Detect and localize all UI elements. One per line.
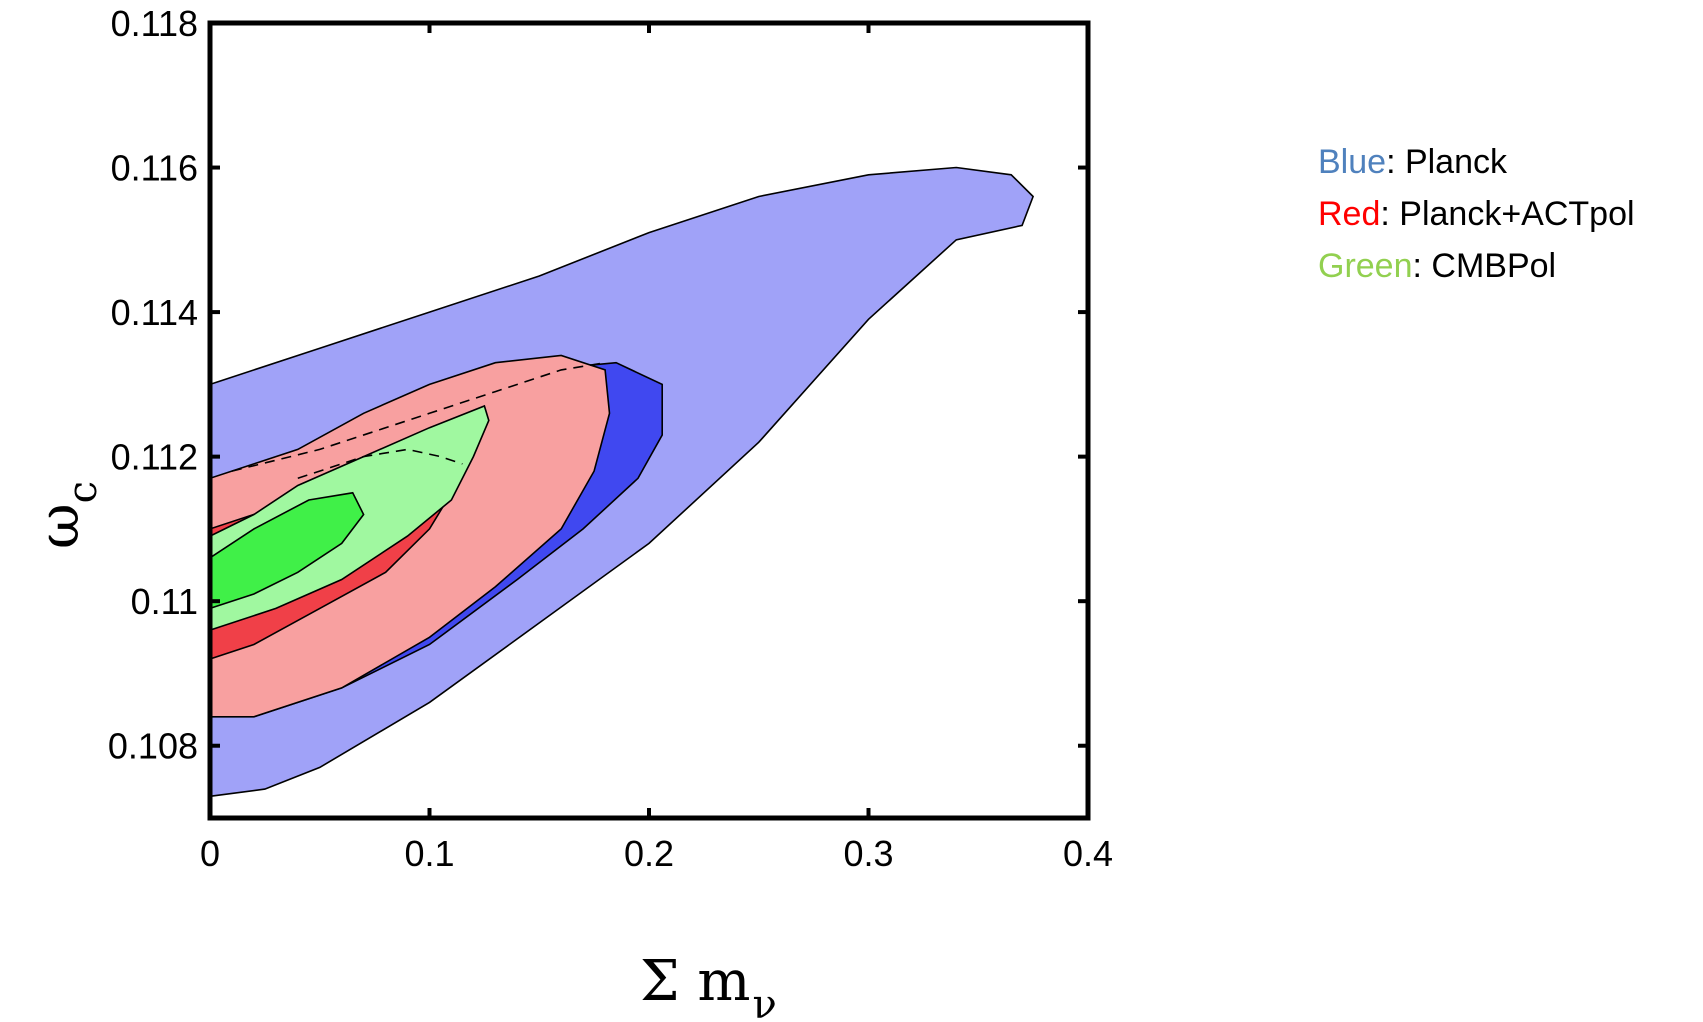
x-tick-label: 0 <box>200 833 220 874</box>
legend: Blue: Planck Red: Planck+ACTpol Green: C… <box>1318 136 1635 292</box>
dashed-contour-1 <box>231 361 606 472</box>
y-tick-label: 0.11 <box>131 581 198 622</box>
y-tick-label: 0.114 <box>111 292 198 333</box>
legend-swatch-label: Green <box>1318 247 1413 285</box>
legend-item-red: Red: Planck+ACTpol <box>1318 188 1635 240</box>
legend-dataset-label: : Planck <box>1386 143 1508 181</box>
contour-green-inner <box>209 491 365 610</box>
x-tick-label: 0.2 <box>624 833 674 874</box>
y-axis-title: ωc <box>27 481 106 549</box>
legend-swatch-label: Red <box>1318 195 1381 233</box>
confidence-regions <box>209 166 1035 798</box>
legend-dataset-label: : Planck+ACTpol <box>1380 195 1635 233</box>
legend-item-blue: Blue: Planck <box>1318 136 1635 188</box>
y-tick-label: 0.112 <box>111 437 198 478</box>
legend-item-green: Green: CMBPol <box>1318 240 1635 292</box>
legend-dataset-label: : CMBPol <box>1412 247 1557 285</box>
x-tick-label: 0.4 <box>1063 833 1113 874</box>
legend-swatch-label: Blue <box>1318 143 1387 181</box>
dashed-contour-2 <box>297 448 463 480</box>
x-axis-title: Σ mν <box>640 949 777 1022</box>
y-tick-label: 0.118 <box>111 3 198 44</box>
x-tick-label: 0.1 <box>404 833 454 874</box>
axis-ticks: 0 0.1 0.2 0.3 0.4 0.108 0.11 0.112 0.114 0.116 0.1… <box>108 3 1113 874</box>
dashed-contours <box>231 361 606 480</box>
y-tick-label: 0.108 <box>108 726 198 767</box>
y-tick-label: 0.116 <box>111 148 198 189</box>
x-tick-label: 0.3 <box>843 833 893 874</box>
